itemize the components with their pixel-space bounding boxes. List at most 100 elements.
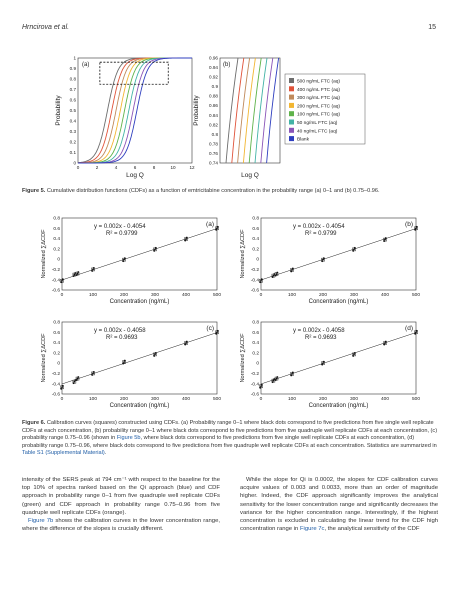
figure-6: 0 100 200 300 400 500 -0.6 -0.4 -0.2 0 0.2 0.4 0.6 0.…: [41, 216, 420, 409]
y-tick-label: -0.4: [251, 277, 260, 283]
y-tick-label: 0.2: [252, 246, 259, 252]
legend-entry: 100 ng/mL FTC (aq): [297, 112, 340, 118]
prediction-dot: [321, 260, 324, 263]
body-paragraph-3-text-2: , the analytical sensitivity of the CDF: [324, 526, 420, 533]
x-tick-label: 0: [260, 396, 263, 402]
prediction-dot: [260, 279, 262, 282]
x-tick-label: 300: [151, 396, 159, 402]
figure-6-caption-text: Calibration curves (squares) constructed…: [22, 420, 438, 442]
legend-swatch: [289, 86, 294, 92]
prediction-dot: [74, 379, 77, 382]
y-tick-label: -0.2: [251, 371, 260, 377]
cdf-curve: [78, 57, 192, 164]
prediction-dot: [154, 351, 157, 354]
figure-7c-link[interactable]: Figure 7c: [299, 526, 325, 533]
prediction-dot: [275, 273, 278, 275]
prediction-dot: [154, 353, 156, 356]
y-tick-label: 0: [256, 257, 259, 263]
x-axis-label: Log Q: [241, 172, 259, 179]
prediction-dot: [353, 246, 356, 249]
prediction-dot: [216, 329, 219, 332]
legend-entry: 300 ng/mL FTC (aq): [297, 95, 340, 101]
prediction-dot: [76, 272, 79, 275]
y-tick-label: 0.8: [252, 320, 259, 326]
cdf-curve: [78, 57, 192, 164]
y-axis-label: Normalized ∑ΔCDF: [41, 333, 47, 383]
body-paragraph-1: intensity of the SERS peak at 794 cm⁻¹ w…: [22, 477, 220, 516]
prediction-dot: [260, 383, 263, 386]
prediction-dot: [291, 267, 294, 270]
legend-entry: 500 ng/mL FTC (aq): [297, 79, 340, 85]
y-tick-label: 0.4: [252, 340, 259, 346]
prediction-dot: [322, 360, 325, 363]
y-axis-label: Normalized ∑ΔCDF: [240, 333, 246, 383]
figure-5-caption: Figure 5. Cumulative distribution functi…: [22, 188, 438, 196]
y-tick-label: -0.4: [251, 381, 260, 387]
prediction-dot: [61, 279, 63, 282]
prediction-dot: [184, 343, 187, 346]
y-tick-label: -0.2: [52, 371, 61, 377]
y-tick-label: 0.9: [70, 66, 77, 71]
plot-frame: [260, 321, 417, 395]
x-tick-label: 100: [89, 396, 97, 402]
panel-label: (b): [223, 62, 230, 68]
panel-label: (d): [405, 325, 413, 332]
prediction-dot: [322, 257, 325, 260]
prediction-dot: [322, 258, 324, 261]
r-squared-label: R² = 0.9693: [305, 335, 337, 341]
prediction-dot: [92, 268, 94, 271]
prediction-dot: [321, 363, 324, 366]
y-tick-label: 0.6: [53, 226, 60, 232]
panel-label: (c): [206, 325, 214, 332]
prediction-dot: [322, 362, 324, 365]
prediction-dot: [60, 387, 63, 390]
legend-entry: 400 ng/mL FTC (aq): [297, 87, 340, 93]
r-squared-label: R² = 0.9799: [106, 231, 138, 237]
figure-7b-link[interactable]: Figure 7b: [28, 518, 54, 525]
table-s1-link[interactable]: Table S1 (Supplemental Material): [22, 450, 105, 457]
prediction-dot: [91, 374, 94, 376]
y-tick-label: 0.92: [209, 75, 218, 80]
body-left-column: intensity of the SERS peak at 794 cm⁻¹ w…: [22, 476, 220, 533]
equation-label: y = 0.002x - 0.4058: [293, 328, 345, 334]
prediction-dot: [74, 272, 77, 274]
zoom-box: [99, 61, 169, 85]
prediction-dot: [153, 250, 156, 252]
x-tick-label: 2: [96, 165, 99, 170]
legend-swatch: [289, 127, 294, 133]
y-tick-label: 0.8: [212, 132, 219, 137]
prediction-dot: [153, 355, 156, 357]
y-tick-label: 0.96: [209, 56, 218, 61]
prediction-dot: [415, 227, 417, 230]
prediction-dot: [75, 274, 78, 276]
y-tick-label: 0.8: [252, 216, 259, 222]
y-tick-label: 0: [256, 361, 259, 367]
equation-label: y = 0.002x - 0.4054: [293, 224, 345, 230]
trend-line: [61, 332, 218, 385]
prediction-dot: [275, 377, 278, 380]
y-tick-label: 0.2: [252, 350, 259, 356]
prediction-dot: [291, 373, 293, 375]
prediction-dot: [73, 273, 76, 276]
figure-5b-link[interactable]: Figure 5b: [116, 435, 141, 442]
prediction-dot: [353, 353, 355, 356]
figure-6a-chart: 0 100 200 300 400 500 -0.6 -0.4 -0.2 0 0.2 0.4 0.6 0.…: [41, 216, 221, 305]
y-tick-label: 0.84: [209, 113, 218, 118]
cdf-curve: [78, 57, 192, 164]
y-tick-label: 0.8: [70, 77, 77, 82]
y-tick-label: 0.5: [70, 108, 77, 113]
legend-swatch: [289, 78, 294, 83]
y-tick-label: 0: [73, 161, 76, 166]
prediction-dot: [185, 340, 188, 343]
prediction-dot: [92, 372, 94, 375]
x-tick-label: 300: [151, 292, 159, 298]
prediction-dot: [60, 281, 63, 284]
plot-frame: [77, 57, 193, 164]
x-tick-label: 200: [120, 292, 128, 298]
figure-6-caption-text-2: , where black dots correspond to five pr…: [22, 435, 437, 449]
x-tick-label: 10: [170, 165, 176, 170]
y-tick-label: 0.94: [209, 65, 218, 70]
page-number: 15: [428, 24, 436, 31]
legend-entry: 50 ng/mL FTC (aq): [297, 120, 338, 126]
figure-5-caption-text: Cumulative distribution functions (CDFs)…: [46, 188, 380, 194]
